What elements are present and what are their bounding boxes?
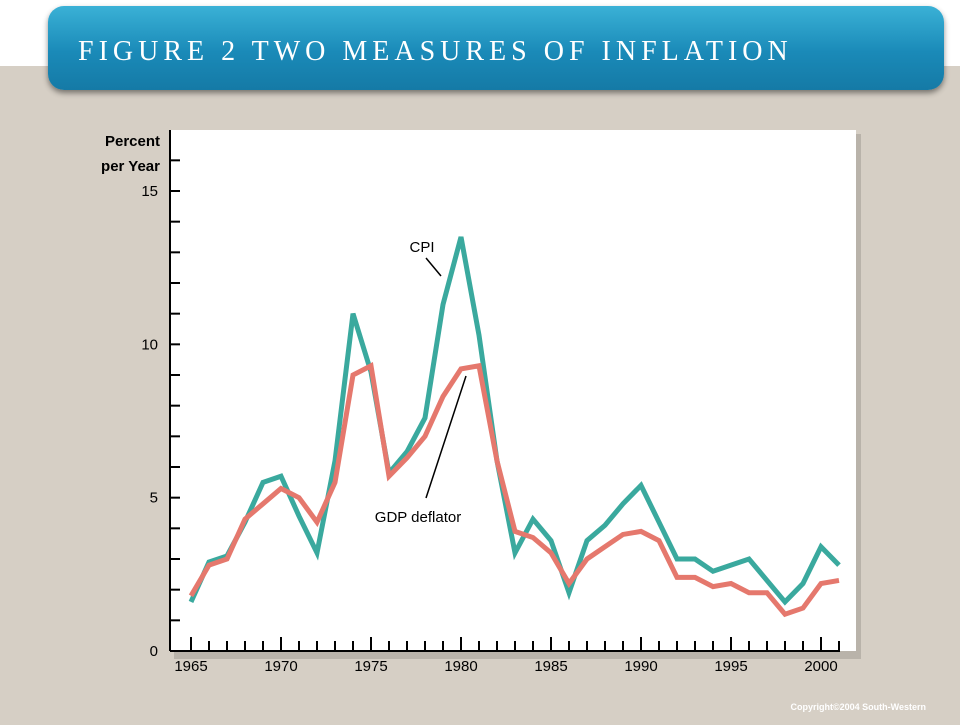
x-tick-label: 1990 [624,658,657,675]
y-axis-label-line2: per Year [101,158,160,175]
y-tick-label: 0 [150,643,158,660]
plot-panel [170,130,856,651]
y-tick-label: 10 [141,336,158,353]
x-tick-label: 1965 [174,658,207,675]
x-tick-label: 1975 [354,658,387,675]
cpi-annotation-label: CPI [409,239,434,256]
y-tick-label: 15 [141,183,158,200]
y-axis-label-line1: Percent [105,133,160,150]
x-tick-label: 1995 [714,658,747,675]
x-tick-label: 1985 [534,658,567,675]
y-tick-label: 5 [150,490,158,507]
x-tick-label: 2000 [804,658,837,675]
copyright-notice: Copyright©2004 South-Western [791,702,926,712]
x-tick-label: 1970 [264,658,297,675]
gdp-annotation-label: GDP deflator [375,509,461,526]
x-tick-label: 1980 [444,658,477,675]
